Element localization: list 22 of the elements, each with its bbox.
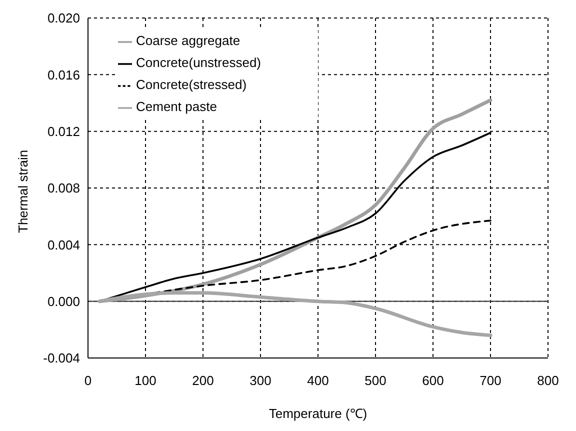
legend-label: Concrete(unstressed) — [136, 55, 261, 70]
x-tick-label: 700 — [480, 373, 502, 388]
legend-label: Coarse aggregate — [136, 33, 240, 48]
y-tick-label: 0.016 — [47, 67, 80, 82]
legend-label: Concrete(stressed) — [136, 77, 247, 92]
x-tick-label: 800 — [537, 373, 559, 388]
x-tick-label: 500 — [364, 373, 386, 388]
x-tick-label: 300 — [250, 373, 272, 388]
x-tick-label: 200 — [192, 373, 214, 388]
x-tick-label: 0 — [84, 373, 92, 388]
y-tick-label: 0.008 — [47, 180, 80, 196]
legend-label: Cement paste — [136, 99, 217, 114]
x-tick-label: 400 — [307, 373, 329, 388]
y-axis-title: Thermal strain — [16, 150, 31, 233]
y-tick-label: 0.000 — [47, 294, 80, 309]
y-tick-label: 0.020 — [47, 10, 80, 26]
y-tick-label: -0.004 — [43, 350, 80, 366]
y-tick-label: 0.012 — [47, 124, 80, 139]
x-tick-label: 600 — [422, 373, 444, 388]
x-axis-title: Temperature (℃) — [268, 406, 368, 421]
x-tick-label: 100 — [134, 373, 156, 388]
y-tick-label: 0.004 — [47, 237, 80, 252]
